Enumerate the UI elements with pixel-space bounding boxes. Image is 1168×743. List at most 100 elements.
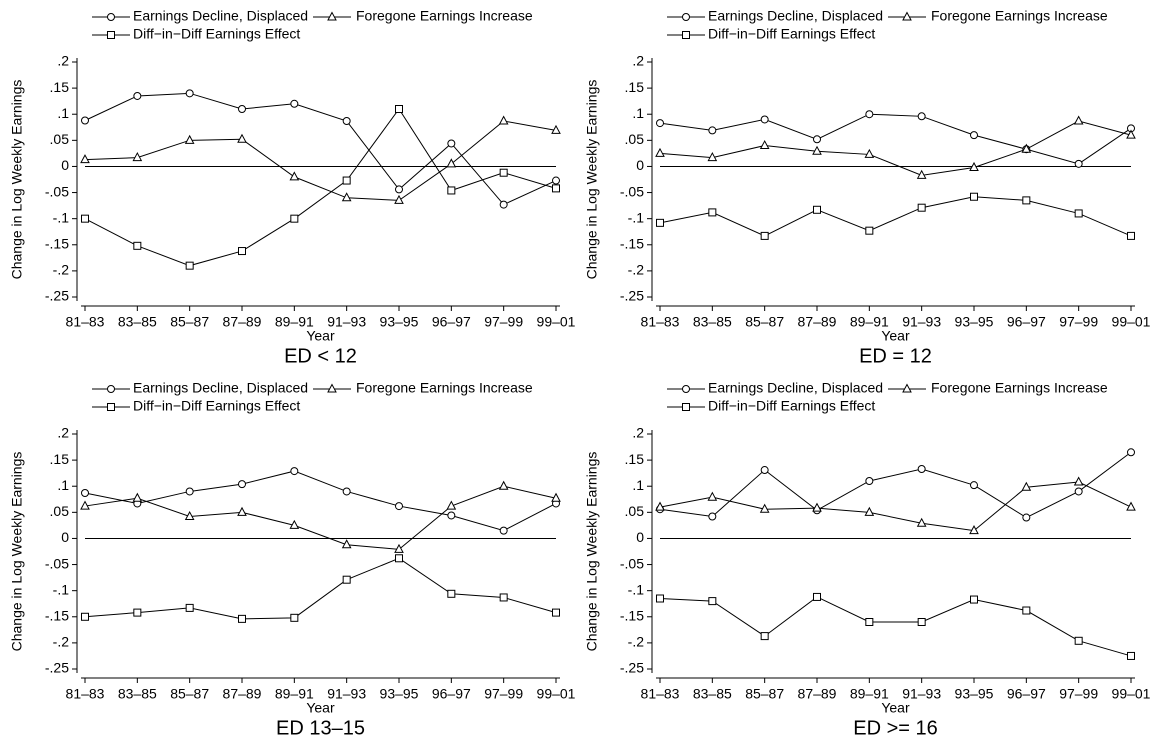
point	[81, 612, 89, 621]
point	[1022, 196, 1031, 205]
point	[1021, 481, 1032, 491]
point	[238, 105, 246, 113]
point	[970, 131, 978, 140]
legend-marker	[107, 403, 115, 411]
x-tick-label: 87–89	[798, 314, 837, 330]
point	[1127, 231, 1135, 240]
series-line	[84, 120, 557, 201]
x-tick-label: 93–95	[955, 686, 994, 702]
series-line	[84, 485, 557, 550]
point	[969, 525, 979, 535]
point	[708, 512, 717, 521]
y-tick-label: -.25	[620, 288, 644, 304]
x-tick-label: 93–95	[380, 314, 419, 330]
y-tick-label: -.2	[53, 634, 70, 650]
point	[655, 501, 665, 511]
legend-label: Foregone Earnings Increase	[931, 380, 1108, 396]
point	[551, 124, 561, 134]
x-tick-label: 96–97	[1007, 686, 1046, 702]
point	[813, 135, 821, 144]
series-line	[659, 120, 1132, 176]
series-line	[659, 113, 1132, 165]
legend-marker	[682, 13, 690, 21]
point	[237, 506, 247, 516]
point	[290, 613, 299, 622]
point	[289, 519, 300, 529]
y-tick-label: 0	[61, 157, 69, 173]
point	[970, 192, 978, 201]
y-tick-label: -.15	[45, 607, 69, 623]
x-tick-label: 81–83	[66, 314, 105, 330]
y-tick-label: -.25	[45, 660, 69, 676]
point	[238, 614, 246, 623]
point	[708, 126, 717, 135]
point	[916, 517, 927, 527]
y-tick-label: .2	[57, 425, 69, 441]
x-axis-label: Year	[306, 328, 335, 344]
point	[970, 595, 978, 604]
y-tick-label: .05	[625, 503, 645, 519]
point	[394, 543, 404, 553]
legend-label: Foregone Earnings Increase	[356, 380, 533, 396]
y-tick-label: -.25	[45, 288, 69, 304]
y-tick-label: -.1	[628, 581, 645, 597]
point	[238, 480, 246, 489]
panel: .2 .15 .1 .05 0 -.05 -.1 -.15 -.2 -.25 81–83 83–85 8…	[584, 380, 1151, 740]
y-tick-label: -.1	[53, 209, 70, 225]
point	[447, 589, 456, 598]
point	[341, 539, 352, 549]
x-tick-label: 97–99	[484, 686, 523, 702]
point	[290, 99, 299, 108]
point	[342, 575, 351, 584]
legend-marker	[902, 11, 912, 21]
legend-marker	[902, 383, 912, 393]
x-tick-label: 91–93	[327, 314, 366, 330]
legend-label: Diff−in−Diff Earnings Effect	[133, 26, 300, 42]
y-axis-label: Change in Log Weekly Earnings	[9, 452, 25, 652]
legend-label: Foregone Earnings Increase	[931, 8, 1108, 24]
y-tick-label: -.05	[620, 555, 644, 571]
series-line	[84, 470, 557, 532]
point	[1074, 487, 1083, 496]
x-tick-label: 96–97	[432, 314, 471, 330]
x-tick-label: 87–89	[223, 686, 262, 702]
x-tick-label: 93–95	[380, 686, 419, 702]
x-tick-label: 81–83	[641, 314, 680, 330]
point	[707, 152, 718, 162]
point	[290, 214, 299, 223]
legend-label: Earnings Decline, Displaced	[133, 8, 308, 24]
point	[552, 608, 560, 617]
x-tick-label: 89–91	[850, 314, 889, 330]
point	[760, 115, 769, 124]
point	[498, 480, 509, 490]
point	[341, 192, 352, 202]
point	[760, 231, 769, 240]
point	[446, 158, 457, 168]
x-tick-label: 91–93	[902, 314, 941, 330]
point	[970, 481, 978, 490]
x-tick-label: 85–87	[745, 314, 784, 330]
y-tick-label: 0	[636, 529, 644, 545]
point	[81, 116, 89, 125]
point	[655, 147, 665, 157]
y-tick-label: .15	[50, 79, 70, 95]
point	[812, 145, 822, 155]
point	[760, 632, 769, 641]
x-axis-label: Year	[881, 700, 910, 716]
point	[133, 91, 142, 100]
point	[864, 506, 875, 516]
point	[185, 261, 194, 270]
x-tick-label: 83–85	[693, 686, 732, 702]
point	[499, 168, 508, 177]
point	[238, 247, 246, 256]
point	[1073, 115, 1084, 125]
point	[394, 194, 404, 204]
legend-marker	[107, 385, 115, 393]
y-tick-label: -.1	[628, 209, 645, 225]
point	[81, 214, 89, 223]
legend-marker	[107, 13, 115, 21]
point	[289, 171, 300, 181]
legend-marker	[682, 31, 690, 39]
legend-marker	[107, 31, 115, 39]
